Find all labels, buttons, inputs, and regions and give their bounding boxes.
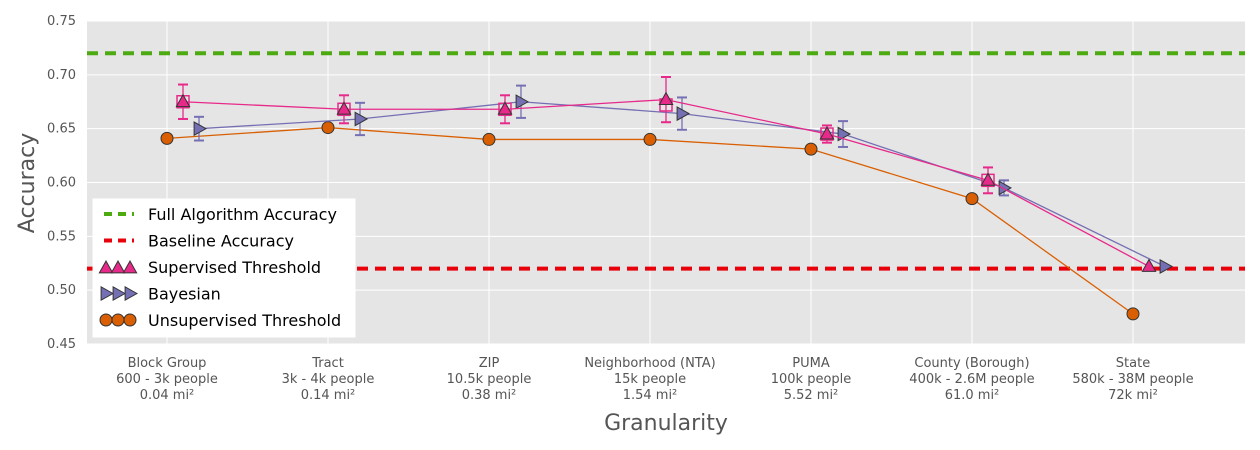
legend-box — [92, 198, 356, 338]
legend-swatch — [123, 313, 137, 327]
x-category-label: 400k - 2.6M people — [909, 372, 1034, 387]
x-category-label: Neighborhood (NTA) — [584, 356, 715, 371]
x-category-label: 1.54 mi² — [623, 388, 678, 403]
data-point — [321, 121, 335, 135]
data-point — [837, 126, 852, 142]
y-tick-label: 0.65 — [47, 122, 76, 137]
data-point — [998, 180, 1013, 196]
data-point — [643, 132, 657, 146]
x-category-label: 0.38 mi² — [462, 388, 517, 403]
data-point — [515, 94, 530, 110]
data-point — [980, 172, 996, 186]
data-point — [482, 132, 496, 146]
data-point — [497, 101, 513, 115]
x-category-label: Block Group — [128, 356, 207, 371]
data-point — [160, 131, 174, 145]
legend-label: Unsupervised Threshold — [148, 311, 341, 330]
data-point — [175, 93, 191, 108]
x-category-label: 15k people — [614, 372, 686, 387]
y-tick-label: 0.50 — [47, 283, 76, 298]
x-category-label: 0.14 mi² — [301, 388, 356, 403]
y-tick-label: 0.45 — [47, 337, 76, 352]
y-tick-label: 0.60 — [47, 176, 76, 191]
x-category-label: State — [1116, 356, 1150, 371]
series-layer — [160, 75, 1174, 321]
data-point — [1126, 307, 1140, 321]
legend-label: Baseline Accuracy — [148, 232, 294, 251]
legend-label: Bayesian — [148, 285, 221, 304]
y-tick-label: 0.55 — [47, 229, 76, 244]
data-point — [819, 126, 835, 140]
data-point — [658, 91, 674, 105]
data-point — [1141, 258, 1157, 272]
x-category-label: 0.04 mi² — [140, 388, 195, 403]
y-tick-labels: 0.45 0.50 0.55 0.60 0.65 0.70 0.75 — [47, 14, 76, 352]
data-point — [193, 121, 208, 137]
x-category-label: 600 - 3k people — [116, 372, 218, 387]
x-category-label: PUMA — [792, 356, 830, 371]
data-point — [354, 111, 369, 127]
legend-swatch — [99, 313, 113, 327]
x-category-label: 10.5k people — [447, 372, 532, 387]
series-circle — [160, 121, 1140, 321]
data-point — [336, 101, 352, 115]
x-axis-title: Granularity — [604, 411, 728, 436]
legend-swatch — [111, 313, 125, 327]
legend-swatch — [110, 259, 126, 274]
y-axis-title: Accuracy — [15, 133, 40, 233]
legend-swatch — [122, 259, 138, 274]
legend-label: Full Algorithm Accuracy — [148, 205, 337, 224]
x-category-label: 580k - 38M people — [1072, 372, 1193, 387]
x-category-label: 5.52 mi² — [784, 388, 839, 403]
x-category-label: 61.0 mi² — [945, 388, 1000, 403]
y-tick-label: 0.75 — [47, 14, 76, 29]
x-category-label: County (Borough) — [914, 356, 1029, 371]
x-category-label: 3k - 4k people — [282, 372, 375, 387]
data-point — [965, 192, 979, 206]
x-category-label: 72k mi² — [1108, 388, 1158, 403]
reference-lines — [87, 51, 1245, 271]
x-category-label: Tract — [311, 356, 344, 371]
y-tick-label: 0.70 — [47, 68, 76, 83]
legend-swatch — [112, 285, 127, 302]
data-point — [676, 106, 691, 122]
data-point — [804, 142, 818, 156]
legend-swatch — [124, 285, 139, 302]
x-category-label: ZIP — [479, 356, 500, 371]
legend-swatch — [100, 285, 115, 302]
legend-swatch — [98, 259, 114, 274]
legend: Full Algorithm Accuracy Baseline Accuracy… — [92, 198, 356, 338]
data-point — [1159, 258, 1174, 274]
legend-label: Supervised Threshold — [148, 258, 321, 277]
series-triangle-up — [175, 75, 1157, 272]
x-category-label: 100k people — [771, 372, 852, 387]
